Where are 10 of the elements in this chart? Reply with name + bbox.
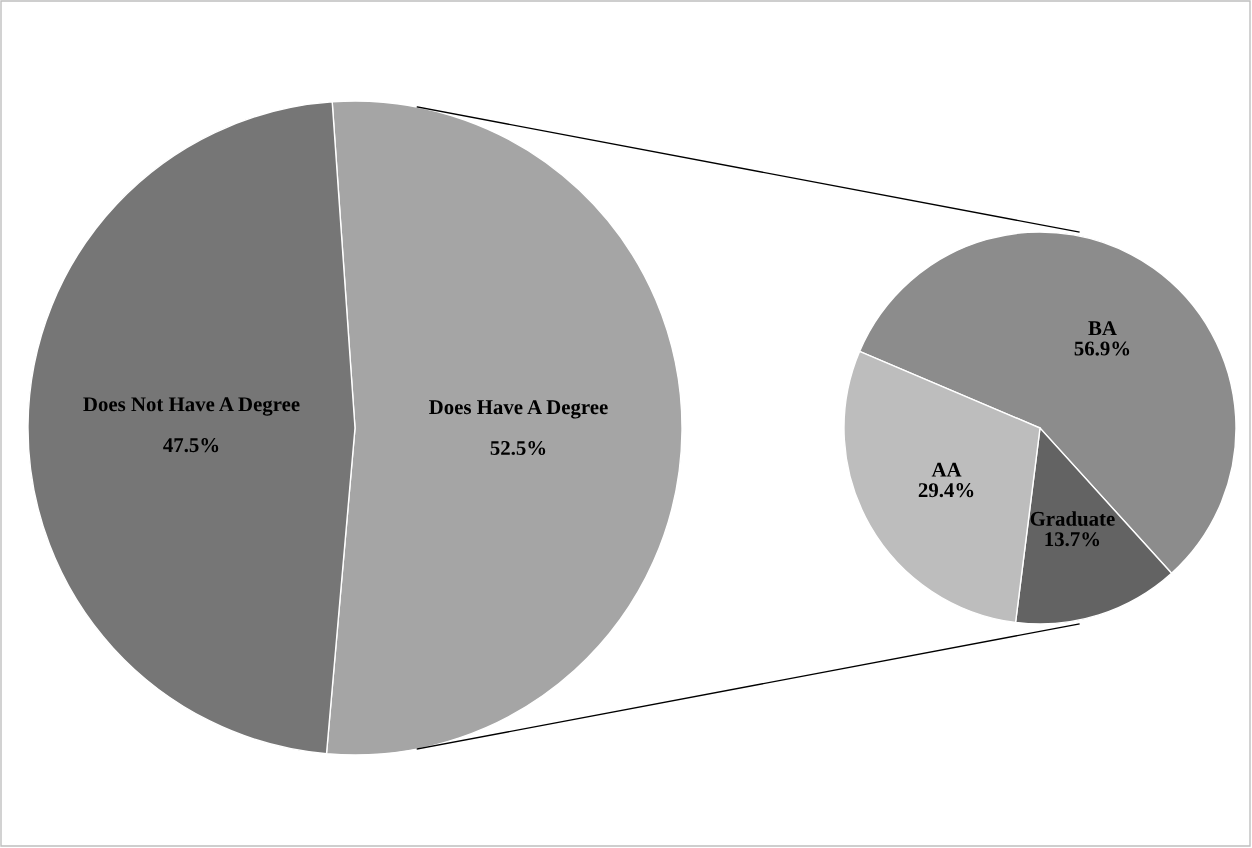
slice-label: AA xyxy=(931,462,962,477)
slice-label: Does Not Have A Degree xyxy=(83,397,300,416)
slice-label: Does Have A Degree xyxy=(429,400,608,419)
data-label: 56.9% xyxy=(1074,341,1130,356)
data-label: 13.7% xyxy=(1045,532,1100,547)
data-label: 29.4% xyxy=(918,483,974,498)
data-label: 52.5% xyxy=(490,440,546,456)
data-label: 47.5% xyxy=(163,438,219,453)
slice-label: Graduate xyxy=(1030,511,1115,526)
slice-label: BA xyxy=(1088,321,1117,336)
